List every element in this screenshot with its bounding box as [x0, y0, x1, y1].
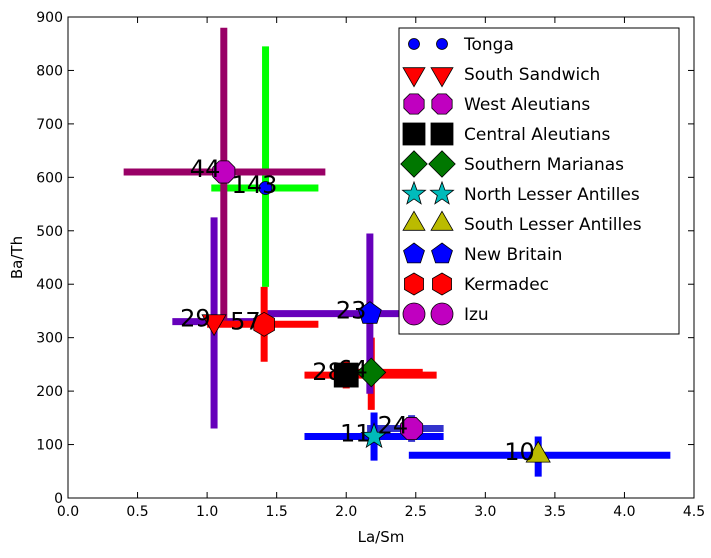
- legend-marker: [432, 272, 452, 296]
- point-label: 57: [230, 307, 261, 335]
- x-axis-label: La/Sm: [358, 528, 405, 546]
- legend-marker: [429, 180, 455, 205]
- legend-marker: [431, 93, 453, 115]
- legend: Tonga South Sandwich West Aleutians Central…: [398, 27, 680, 335]
- legend-marker: [430, 122, 454, 146]
- y-tick-label: 800: [36, 63, 63, 79]
- legend-marker: [430, 302, 454, 326]
- point-label: 23: [336, 297, 367, 325]
- legend-marker: [430, 210, 454, 231]
- point-label: 143: [232, 171, 278, 199]
- x-tick-label: 1.5: [266, 504, 288, 520]
- legend-marker: [431, 242, 453, 264]
- y-tick-label: 700: [36, 117, 63, 133]
- x-tick-label: 1.0: [196, 504, 218, 520]
- legend-marker: [403, 242, 425, 264]
- y-tick-label: 500: [36, 224, 63, 240]
- y-tick-label: 200: [36, 384, 63, 400]
- data-point: [525, 440, 551, 463]
- legend-label: South Sandwich: [464, 65, 600, 85]
- point-label: 44: [190, 155, 221, 183]
- data-point: [356, 357, 387, 388]
- y-tick-label: 400: [36, 277, 63, 293]
- legend-marker: [400, 150, 428, 178]
- point-label: 64: [337, 355, 368, 383]
- legend-marker: [402, 67, 426, 88]
- legend-label: Southern Marianas: [464, 155, 624, 175]
- axis-ticks: 0.0 0.5 1.0 1.5 2.0 2.5 3.0 3.5 4.0 4.5 0 100 200 300…: [36, 10, 705, 520]
- legend-label: Tonga: [463, 35, 514, 55]
- legend-label: South Lesser Antilles: [464, 215, 642, 235]
- legend-label: Central Aleutians: [464, 125, 610, 145]
- x-tick-label: 0.5: [126, 504, 148, 520]
- legend-marker: [436, 38, 448, 50]
- legend-marker: [404, 272, 424, 296]
- x-tick-label: 3.0: [474, 504, 496, 520]
- x-tick-label: 2.0: [335, 504, 357, 520]
- y-tick-label: 0: [54, 491, 63, 507]
- y-tick-label: 900: [36, 10, 63, 26]
- x-tick-label: 3.5: [544, 504, 566, 520]
- y-tick-label: 100: [36, 438, 63, 454]
- data-point: [357, 301, 382, 324]
- y-tick-label: 600: [36, 170, 63, 186]
- point-label: 11: [340, 420, 371, 448]
- point-label: 24: [378, 412, 409, 440]
- y-tick-label: 300: [36, 331, 63, 347]
- point-label: 10: [504, 438, 535, 466]
- x-tick-label: 4.0: [613, 504, 635, 520]
- point-label: 28: [312, 358, 343, 386]
- x-tick-label: 0.0: [57, 504, 79, 520]
- data-points: [201, 160, 551, 463]
- y-axis-label: Ba/Th: [8, 236, 26, 279]
- data-point: [400, 417, 424, 441]
- legend-marker: [408, 38, 420, 50]
- legend-marker: [430, 67, 454, 88]
- legend-marker: [403, 93, 425, 115]
- data-point: [360, 422, 388, 449]
- plot-frame: [67, 16, 695, 499]
- legend-marker: [401, 180, 427, 205]
- x-tick-label: 2.5: [405, 504, 427, 520]
- data-point: [258, 181, 273, 195]
- legend-marker: [402, 210, 426, 231]
- legend-label: New Britain: [464, 245, 562, 265]
- legend-label: Kermadec: [464, 275, 549, 295]
- point-label: 29: [180, 305, 211, 333]
- legend-label: Izu: [464, 305, 489, 325]
- legend-marker: [402, 122, 426, 146]
- data-point: [212, 160, 236, 184]
- legend-marker: [428, 150, 456, 178]
- legend-marker: [402, 302, 426, 326]
- x-tick-label: 4.5: [683, 504, 705, 520]
- legend-label: North Lesser Antilles: [464, 185, 640, 205]
- data-point: [253, 311, 275, 337]
- legend-label: West Aleutians: [464, 95, 590, 115]
- data-point: [333, 362, 359, 388]
- data-point: [201, 314, 227, 337]
